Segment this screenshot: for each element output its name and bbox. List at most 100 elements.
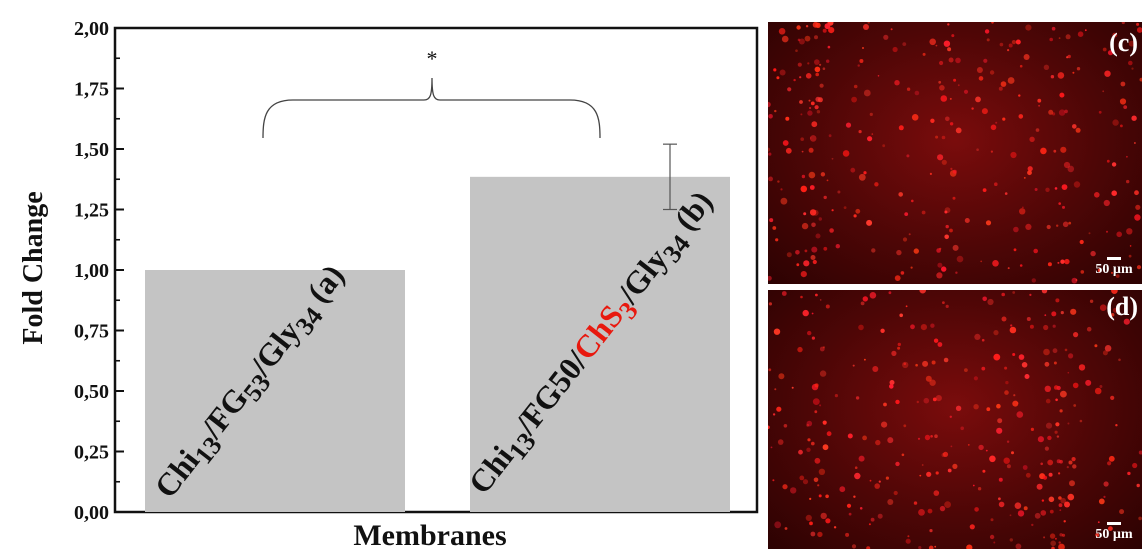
cell-dot (937, 491, 940, 494)
cell-dot (1058, 541, 1061, 544)
cell-dot (1058, 543, 1065, 549)
cell-dot (1043, 348, 1050, 356)
cell-dot (1099, 304, 1107, 311)
cell-dot (941, 135, 946, 140)
cell-dot (949, 228, 953, 233)
bar-chart: Chi13/FG53/Gly34 (a)Chi13/FG50/ChS3/Gly3… (18, 18, 759, 549)
cell-dot (936, 272, 943, 279)
cell-dot (819, 63, 822, 66)
cell-dot (1061, 184, 1068, 191)
cell-dot (982, 296, 987, 302)
cell-dot (809, 497, 812, 500)
cell-dot (939, 247, 942, 250)
cell-dot (945, 224, 949, 229)
cell-dot (800, 113, 803, 116)
cell-dot (910, 324, 915, 330)
cell-dot (1073, 181, 1081, 188)
cell-dot (1054, 430, 1058, 434)
cell-dot (981, 108, 988, 115)
cell-dot (1001, 292, 1005, 297)
cell-dot (1045, 187, 1050, 192)
cell-dot (939, 60, 944, 66)
cell-dot (981, 338, 985, 342)
cell-dot (831, 209, 834, 212)
cell-dot (943, 357, 949, 363)
cell-dot (1029, 324, 1034, 329)
cell-dot (1075, 279, 1078, 281)
cell-dot (854, 472, 861, 480)
cell-dot (1071, 277, 1078, 284)
cell-dot (902, 237, 908, 242)
cell-dot (839, 486, 846, 493)
cell-dot (986, 407, 991, 412)
cell-dot (829, 228, 834, 233)
cell-dot (1056, 459, 1061, 464)
cell-dot (768, 147, 771, 152)
cell-dot (1103, 495, 1106, 498)
cell-dot (887, 437, 894, 444)
cell-dot (1112, 307, 1118, 313)
cell-dot (1033, 248, 1038, 254)
cell-dot (964, 368, 968, 372)
cell-dot (885, 476, 889, 480)
cell-dot (1044, 385, 1051, 392)
cell-dot (955, 405, 962, 411)
cell-dot (1126, 179, 1130, 184)
cell-dot (981, 366, 986, 371)
cell-dot (848, 512, 852, 516)
cell-dot (1009, 326, 1017, 334)
cell-dot (1127, 471, 1131, 476)
cell-dot (1025, 223, 1032, 230)
cell-dot (944, 501, 951, 508)
cell-dot (914, 90, 920, 96)
cell-dot (905, 538, 911, 544)
cell-dot (855, 208, 861, 214)
cell-dot (1072, 71, 1075, 74)
cell-dot (1023, 506, 1028, 511)
cell-dot (801, 150, 804, 153)
cell-dot (1009, 538, 1013, 542)
cell-dot (811, 441, 815, 446)
cell-dot (1004, 192, 1008, 195)
cell-dot (1128, 254, 1132, 258)
cell-dot (815, 233, 821, 239)
cell-dot (1136, 265, 1142, 270)
cell-dot (833, 526, 837, 529)
cell-dot (1013, 226, 1019, 233)
cell-dot (1034, 188, 1038, 191)
cell-dot (809, 135, 817, 142)
cell-dot (807, 110, 813, 116)
cell-dot (825, 494, 829, 499)
cell-dot (851, 96, 857, 103)
cell-dot (894, 80, 900, 86)
cell-dot (814, 66, 821, 73)
cell-dot (1060, 311, 1064, 315)
cell-dot (818, 217, 822, 221)
cell-dot (1139, 77, 1142, 82)
cell-dot (935, 471, 939, 475)
cell-dot (790, 487, 797, 494)
cell-dot (795, 250, 800, 255)
cell-dot (825, 518, 831, 524)
cell-dot (927, 508, 933, 514)
cell-dot (1059, 409, 1063, 413)
cell-dot (972, 484, 975, 487)
cell-dot (984, 29, 990, 34)
cell-dot (847, 433, 853, 439)
cell-dot (1128, 60, 1133, 66)
cell-dot (1052, 348, 1058, 354)
cell-dot (1131, 115, 1137, 121)
cell-dot (1008, 43, 1013, 48)
cell-dot (845, 532, 850, 537)
cell-dot (1004, 366, 1008, 370)
cell-dot (845, 122, 852, 128)
cell-dot (1094, 387, 1102, 395)
cell-dot (1098, 110, 1102, 114)
cell-dot (895, 399, 900, 405)
cell-dot (1063, 520, 1066, 523)
cell-dot (1058, 37, 1061, 39)
cell-dot (977, 487, 982, 491)
cell-dot (770, 446, 773, 449)
cell-dot (933, 338, 939, 343)
cell-dot (990, 124, 997, 131)
